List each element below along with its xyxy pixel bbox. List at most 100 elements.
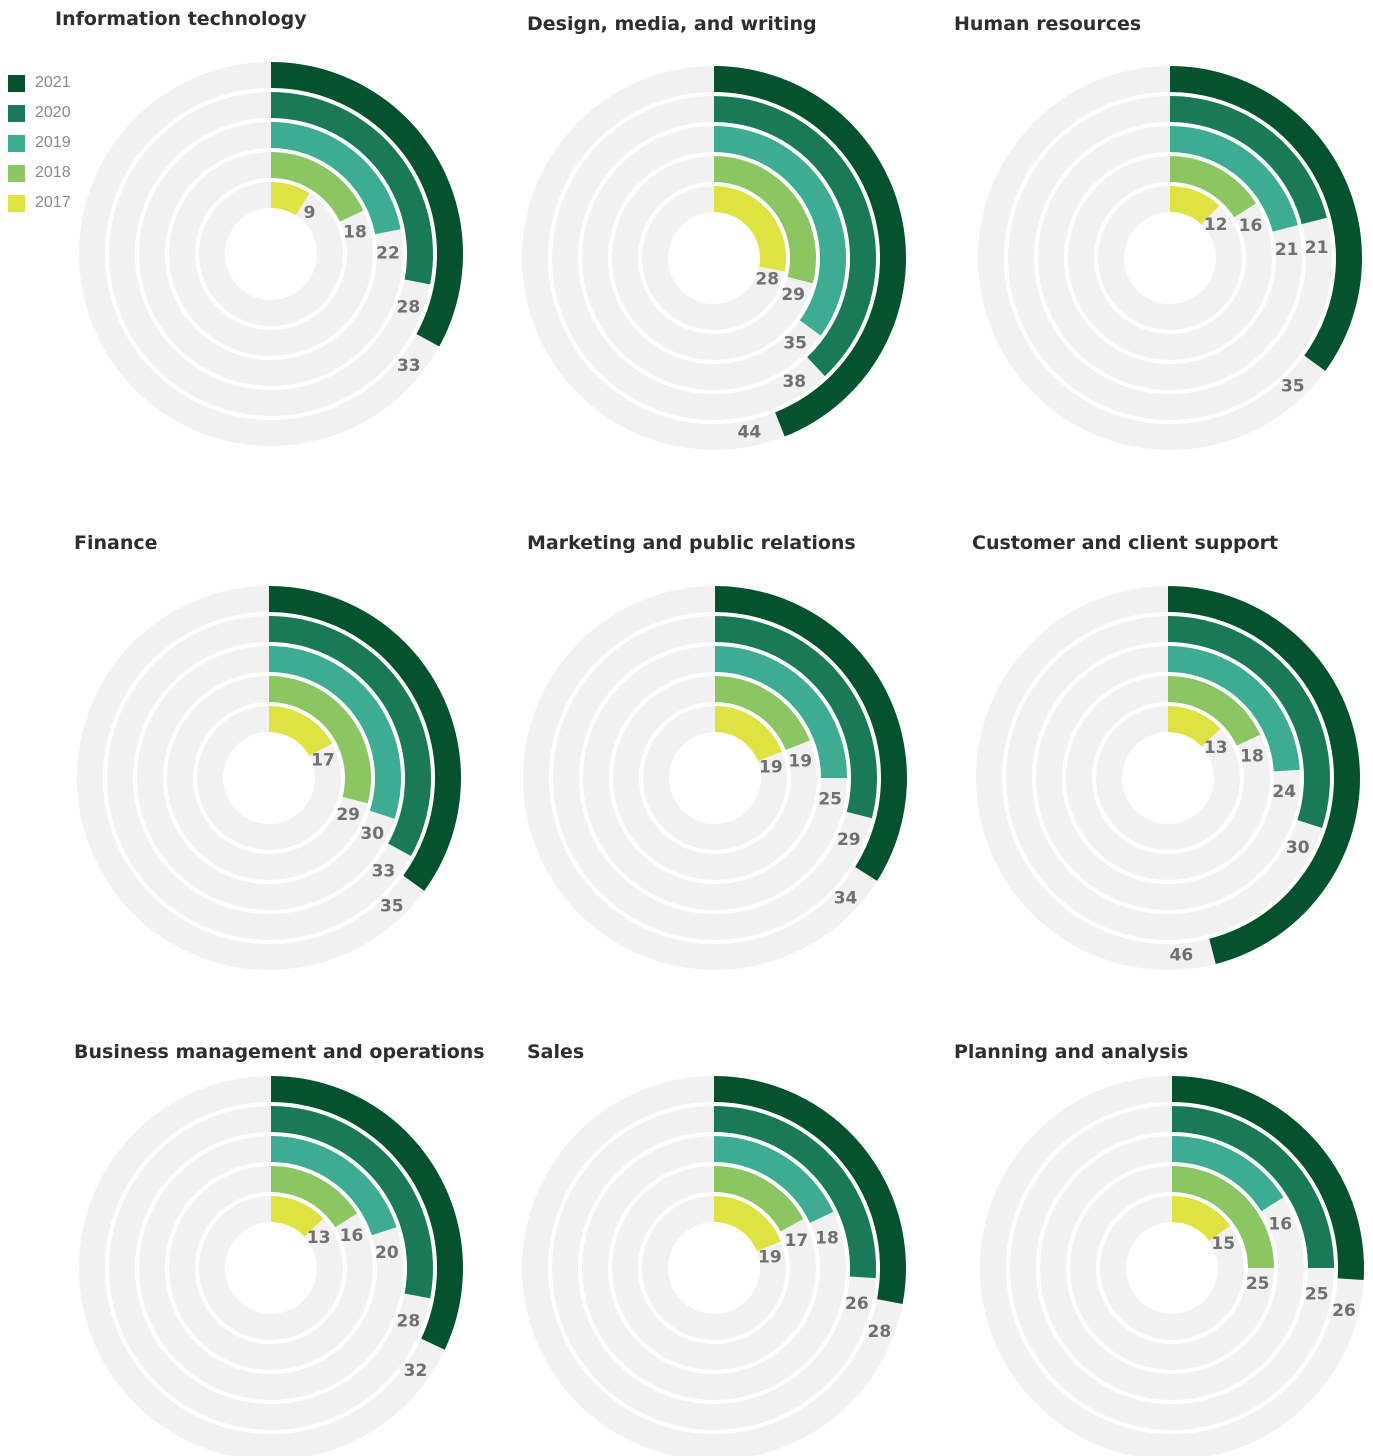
ring-separator bbox=[639, 702, 791, 854]
legend-label: 2017 bbox=[35, 194, 71, 211]
value-label-2020: 26 bbox=[845, 1294, 869, 1314]
value-label-2018: 29 bbox=[781, 285, 805, 305]
ring-separator bbox=[638, 1192, 790, 1344]
radial-bar-2021 bbox=[1170, 66, 1362, 371]
value-label-2021: 33 bbox=[397, 356, 421, 376]
ring-separator bbox=[1066, 1162, 1278, 1374]
ring-separator bbox=[668, 212, 760, 304]
radial-bar-2019 bbox=[715, 646, 847, 778]
ring-separator bbox=[974, 62, 1366, 454]
value-label-2020: 28 bbox=[397, 297, 421, 317]
ring-separator bbox=[103, 612, 435, 944]
ring-separator bbox=[1124, 212, 1216, 304]
radial-bar-2020 bbox=[1172, 1106, 1334, 1268]
chart-title: Design, media, and writing bbox=[527, 13, 817, 35]
ring-separator bbox=[608, 1162, 820, 1374]
value-label-2019: 20 bbox=[375, 1243, 399, 1263]
legend-label: 2018 bbox=[35, 164, 71, 181]
ring-separator bbox=[1034, 122, 1306, 394]
radial-bar-2017 bbox=[714, 1196, 781, 1252]
ring-separator bbox=[225, 1222, 317, 1314]
radial-bar-2020 bbox=[271, 92, 433, 285]
ring-separator bbox=[518, 62, 910, 454]
ring-separator bbox=[1004, 92, 1336, 424]
radial-bar-2021 bbox=[1172, 1076, 1364, 1281]
value-label-2020: 30 bbox=[1286, 838, 1310, 858]
ring-separator bbox=[1092, 702, 1244, 854]
radial-bar-2019 bbox=[1168, 646, 1300, 772]
radial-bar-2018 bbox=[269, 676, 371, 804]
value-label-2017: 12 bbox=[1204, 215, 1228, 235]
value-label-2020: 28 bbox=[397, 1311, 421, 1331]
ring-separator bbox=[976, 1072, 1368, 1456]
legend-item-2017: 2017 bbox=[8, 188, 71, 218]
radial-bar-2021 bbox=[1168, 586, 1360, 964]
radial-bar-2018 bbox=[271, 152, 364, 222]
radial-bar-2021 bbox=[269, 586, 461, 891]
ring-separator bbox=[1006, 1102, 1338, 1434]
value-label-2021: 34 bbox=[834, 889, 858, 909]
chart-title: Sales bbox=[527, 1041, 585, 1063]
ring-separator bbox=[1036, 1132, 1308, 1404]
ring-separator bbox=[518, 1072, 910, 1456]
value-label-2020: 25 bbox=[1305, 1285, 1329, 1305]
ring-separator bbox=[133, 642, 405, 914]
radial-bar-2017 bbox=[1168, 706, 1221, 747]
chart-title: Customer and client support bbox=[972, 532, 1279, 554]
ring-separator bbox=[1002, 612, 1334, 944]
legend-swatch bbox=[8, 104, 25, 122]
value-label-2021: 28 bbox=[868, 1322, 892, 1342]
value-label-2021: 46 bbox=[1169, 945, 1193, 965]
legend: 2021 2020 2019 2018 2017 bbox=[8, 68, 71, 218]
radial-bar-2018 bbox=[715, 676, 810, 751]
radial-bar-2018 bbox=[714, 156, 816, 284]
value-label-2021: 44 bbox=[738, 422, 762, 442]
ring-separator bbox=[578, 122, 850, 394]
radial-bar-2021 bbox=[271, 62, 463, 347]
radial-bar-2019 bbox=[1172, 1136, 1284, 1212]
ring-separator bbox=[608, 152, 820, 364]
legend-item-2021: 2021 bbox=[8, 68, 71, 98]
ring-separator bbox=[638, 182, 790, 334]
radial-bar-2020 bbox=[714, 96, 876, 377]
ring-separator bbox=[195, 1192, 347, 1344]
radial-bar-2019 bbox=[269, 646, 402, 819]
value-label-2019: 35 bbox=[783, 333, 807, 353]
legend-label: 2019 bbox=[35, 134, 71, 151]
radial-bar-2021 bbox=[715, 586, 907, 881]
ring-separator bbox=[1122, 732, 1214, 824]
value-label-2018: 25 bbox=[1246, 1274, 1270, 1294]
radial-bar-2017 bbox=[1172, 1196, 1231, 1241]
value-label-2018: 16 bbox=[1239, 216, 1263, 236]
legend-item-2018: 2018 bbox=[8, 158, 71, 188]
chart-title: Marketing and public relations bbox=[527, 532, 856, 554]
radial-bar-2017 bbox=[269, 706, 333, 756]
radial-bar-2017 bbox=[714, 186, 787, 272]
value-label-2018: 17 bbox=[785, 1231, 809, 1251]
legend-swatch bbox=[8, 194, 25, 212]
value-label-2017: 17 bbox=[311, 751, 335, 771]
value-label-2021: 32 bbox=[404, 1361, 428, 1381]
radial-bar-2019 bbox=[271, 122, 401, 235]
radial-bar-2021 bbox=[271, 1076, 464, 1350]
ring-separator bbox=[669, 732, 761, 824]
value-label-2018: 19 bbox=[788, 752, 812, 772]
ring-separator bbox=[165, 148, 377, 360]
radial-bar-2018 bbox=[1172, 1166, 1274, 1268]
ring-separator bbox=[105, 88, 437, 420]
radial-bar-2019 bbox=[1170, 126, 1298, 232]
ring-separator bbox=[163, 672, 375, 884]
legend-swatch bbox=[8, 164, 25, 182]
ring-separator bbox=[225, 208, 317, 300]
value-label-2017: 19 bbox=[759, 758, 783, 778]
value-label-2017: 19 bbox=[758, 1248, 782, 1268]
value-label-2019: 24 bbox=[1272, 782, 1296, 802]
